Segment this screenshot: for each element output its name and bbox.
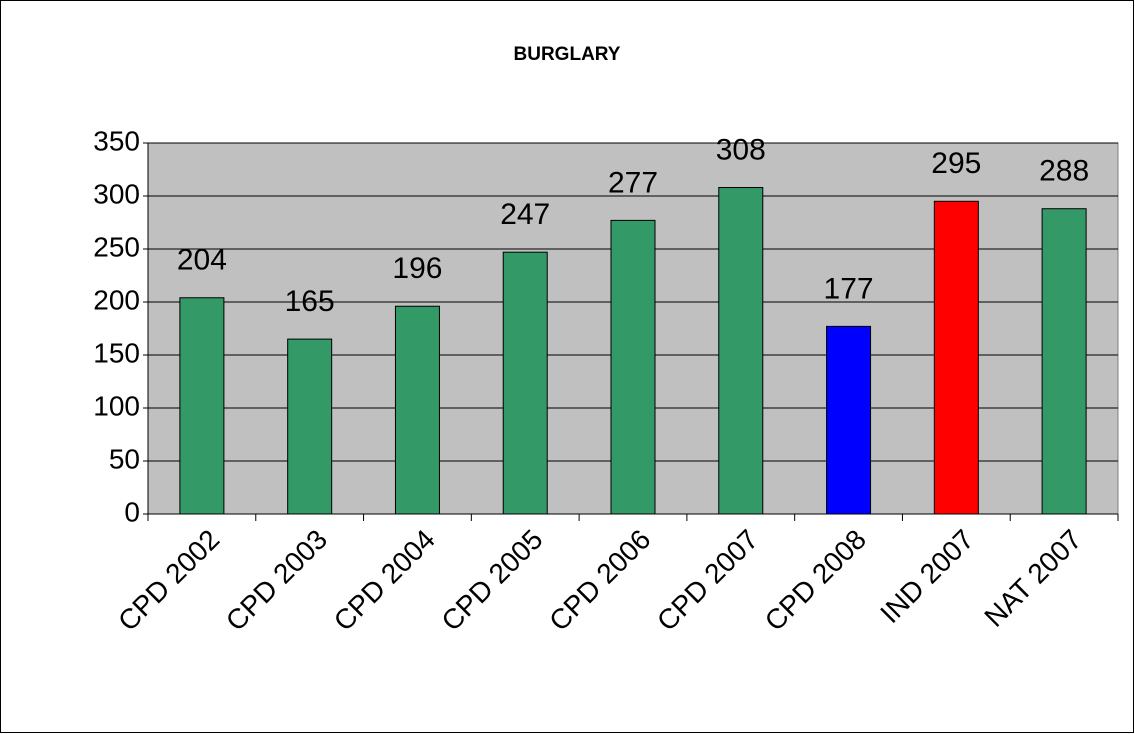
y-tick-label: 150 [93,337,140,368]
data-label: 308 [716,133,766,166]
data-label: 196 [392,252,442,285]
bar [287,338,333,515]
y-tick-label: 300 [93,178,140,209]
y-tick-label: 50 [109,443,140,474]
chart-title: BURGLARY [514,44,621,65]
bar [610,219,656,515]
data-label: 177 [824,272,874,305]
data-label: 295 [931,147,981,180]
data-label: 204 [177,244,227,277]
bar [826,325,872,515]
y-tick-label: 250 [93,231,140,262]
y-tick-label: 200 [93,284,140,315]
data-label: 165 [285,285,335,318]
data-label: 288 [1039,155,1089,188]
bar [1041,208,1087,515]
data-label: 247 [500,198,550,231]
bar [502,251,548,515]
data-label: 277 [608,166,658,199]
bar [718,187,764,515]
y-tick-label: 0 [124,496,140,527]
y-tick-label: 350 [93,125,140,156]
bar [179,297,225,515]
bar [394,305,440,515]
bar [933,200,979,515]
y-tick-label: 100 [93,390,140,421]
